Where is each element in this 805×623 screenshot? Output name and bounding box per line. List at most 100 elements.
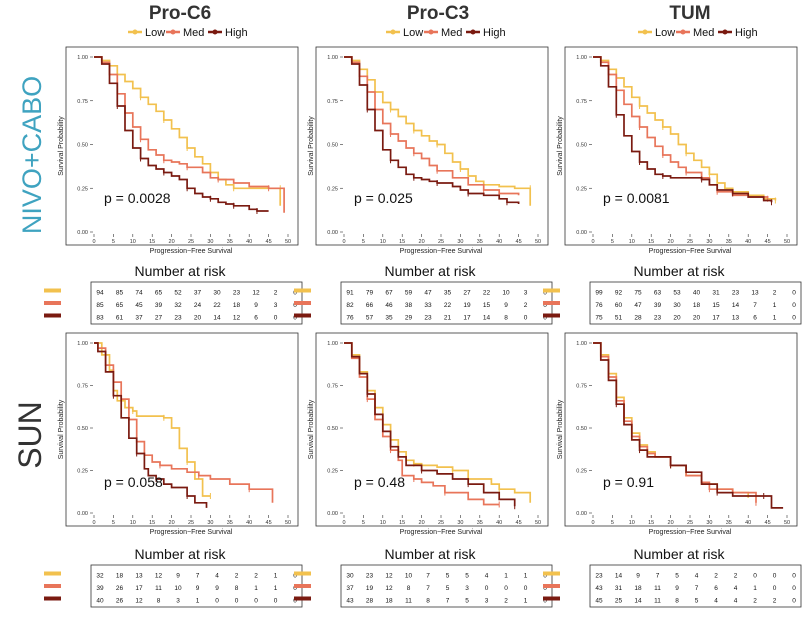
x-tick-label: 45 <box>765 520 771 526</box>
risk-table-frame <box>340 564 553 608</box>
risk-cell: 9 <box>196 585 200 592</box>
risk-cell: 7 <box>446 598 450 605</box>
risk-cell: 0 <box>274 598 278 605</box>
column-title: TUM <box>669 3 710 24</box>
risk-table-title: Number at risk <box>633 263 725 279</box>
risk-cell: 23 <box>424 315 432 322</box>
y-tick-label: 0.50 <box>77 426 88 432</box>
risk-cell: 8 <box>675 598 679 605</box>
x-tick-label: 10 <box>130 239 136 245</box>
risk-cell: 5 <box>465 573 469 580</box>
y-tick-label: 1.00 <box>77 341 88 347</box>
row-label: NIVO+CABO <box>17 76 47 234</box>
risk-cell: 0 <box>753 573 757 580</box>
column-title: Pro-C3 <box>407 3 469 24</box>
risk-cell: 21 <box>444 315 452 322</box>
risk-table-frame <box>589 281 802 325</box>
risk-table-frame <box>589 564 802 608</box>
y-tick-label: 0.00 <box>77 511 88 517</box>
risk-cell: 14 <box>634 598 642 605</box>
legend-dot <box>428 29 434 35</box>
risk-cell: 8 <box>504 315 508 322</box>
km-panel: 0.000.250.500.751.000 5 10 15 20 25 30 35 40 45 50… <box>543 332 802 608</box>
risk-cell: 2 <box>524 302 528 309</box>
risk-cell: 60 <box>615 302 623 309</box>
p-value-label: p = 0.91 <box>603 474 654 490</box>
risk-cell: 4 <box>695 573 699 580</box>
risk-row-swatch <box>543 584 560 588</box>
y-tick-label: 0.75 <box>327 99 338 105</box>
y-tick-label: 0.50 <box>576 143 587 149</box>
x-tick-label: 50 <box>535 520 541 526</box>
risk-row-swatch <box>44 584 61 588</box>
risk-cell: 25 <box>615 598 623 605</box>
risk-cell: 29 <box>405 315 413 322</box>
risk-cell: 4 <box>734 598 738 605</box>
legend-dot <box>390 29 396 35</box>
y-tick-label: 1.00 <box>327 55 338 61</box>
x-tick-label: 5 <box>112 239 115 245</box>
risk-cell: 11 <box>654 598 661 605</box>
x-tick-label: 45 <box>266 520 272 526</box>
x-tick-label: 50 <box>784 239 790 245</box>
risk-cell: 12 <box>252 290 260 297</box>
legend-dot <box>722 29 728 35</box>
x-tick-label: 50 <box>784 520 790 526</box>
risk-cell: 75 <box>595 315 603 322</box>
x-tick-label: 10 <box>130 520 136 526</box>
x-axis-label: Progression−Free Survival <box>150 248 233 255</box>
risk-cell: 1 <box>254 585 258 592</box>
y-axis-label: Survival Probability <box>308 116 315 176</box>
risk-cell: 66 <box>366 302 374 309</box>
x-tick-label: 35 <box>726 239 732 245</box>
risk-row-swatch <box>543 288 560 293</box>
y-axis-label: Survival Probability <box>58 116 65 176</box>
risk-cell: 5 <box>446 573 450 580</box>
risk-cell: 31 <box>712 290 720 297</box>
risk-cell: 94 <box>96 290 104 297</box>
risk-table-title: Number at risk <box>134 546 226 562</box>
risk-cell: 37 <box>135 315 143 322</box>
risk-cell: 27 <box>463 290 471 297</box>
risk-cell: 9 <box>254 302 258 309</box>
km-curve-high <box>344 342 516 507</box>
y-tick-label: 1.00 <box>576 341 587 347</box>
y-tick-label: 0.50 <box>77 143 88 149</box>
risk-cell: 0 <box>792 315 796 322</box>
risk-cell: 35 <box>385 315 393 322</box>
risk-cell: 22 <box>213 302 221 309</box>
km-curve-med <box>593 342 757 503</box>
x-tick-label: 15 <box>648 239 654 245</box>
panel-frame <box>315 332 549 527</box>
x-tick-label: 25 <box>687 239 693 245</box>
legend-label: High <box>735 27 758 39</box>
km-curve-high <box>94 342 208 508</box>
risk-row-swatch <box>294 596 311 601</box>
p-value-label: p = 0.058 <box>104 474 163 490</box>
x-tick-label: 45 <box>765 239 771 245</box>
risk-cell: 8 <box>157 598 161 605</box>
risk-row-swatch <box>543 596 560 601</box>
risk-cell: 7 <box>426 573 430 580</box>
risk-cell: 3 <box>274 302 278 309</box>
risk-cell: 9 <box>176 573 180 580</box>
risk-cell: 67 <box>385 290 393 297</box>
risk-cell: 32 <box>174 302 182 309</box>
risk-cell: 0 <box>293 598 297 605</box>
column-title: Pro-C6 <box>149 3 211 24</box>
y-tick-label: 0.25 <box>327 186 338 192</box>
x-tick-label: 5 <box>112 520 115 526</box>
risk-cell: 76 <box>346 315 354 322</box>
risk-cell: 30 <box>346 573 354 580</box>
risk-cell: 91 <box>346 290 354 297</box>
x-tick-label: 40 <box>246 520 252 526</box>
risk-cell: 6 <box>254 315 258 322</box>
risk-cell: 8 <box>407 585 411 592</box>
risk-cell: 46 <box>385 302 393 309</box>
risk-cell: 47 <box>424 290 432 297</box>
risk-cell: 18 <box>233 302 241 309</box>
x-tick-label: 20 <box>169 239 175 245</box>
risk-cell: 23 <box>732 290 740 297</box>
y-tick-label: 0.00 <box>327 511 338 517</box>
